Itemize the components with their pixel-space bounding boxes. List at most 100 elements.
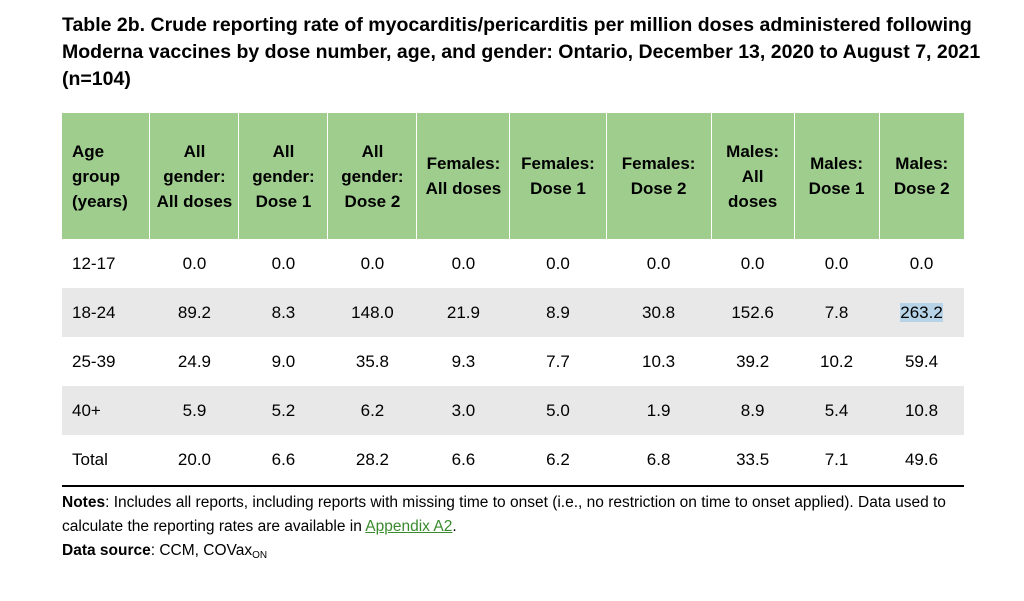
rate-cell: 0.0 <box>328 239 417 288</box>
cell-value: 10.2 <box>820 351 854 371</box>
age-group-cell: Total <box>62 435 150 484</box>
cell-value: 7.7 <box>546 351 570 371</box>
rate-cell: 39.2 <box>711 337 794 386</box>
age-group-cell: 40+ <box>62 386 150 435</box>
cell-value: 25-39 <box>72 351 116 371</box>
cell-value: 0.0 <box>824 253 849 273</box>
rate-cell: 0.0 <box>794 239 879 288</box>
rate-cell: 6.8 <box>606 435 711 484</box>
table-row: 18-24 89.2 8.3 148.0 21.9 8.9 30.8 152.6 7.8 263.… <box>62 288 964 337</box>
rate-cell: 5.9 <box>149 386 239 435</box>
cell-value: 8.3 <box>271 302 296 322</box>
age-group-cell: 18-24 <box>62 288 150 337</box>
cell-value: 35.8 <box>355 351 389 371</box>
cell-value: 59.4 <box>904 351 939 371</box>
cell-value: 40+ <box>72 400 101 420</box>
rate-cell: 28.2 <box>328 435 417 484</box>
rate-cell: 0.0 <box>417 239 510 288</box>
cell-value: 20.0 <box>177 449 211 469</box>
rate-cell: 35.8 <box>328 337 417 386</box>
cell-value: 0.0 <box>546 253 570 273</box>
rate-cell: 59.4 <box>879 337 964 386</box>
cell-value: 1.9 <box>646 400 671 420</box>
rate-cell: 5.4 <box>794 386 880 435</box>
rate-cell: 6.6 <box>417 435 510 484</box>
cell-value: 7.1 <box>824 449 849 469</box>
appendix-a2-link[interactable]: Appendix A2 <box>365 518 453 535</box>
cell-value: 33.5 <box>736 449 770 469</box>
cell-value: 24.9 <box>177 351 211 371</box>
table-title: Table 2b. Crude reporting rate of myocar… <box>62 14 981 90</box>
data-source-text: : CCM, COVax <box>150 542 253 559</box>
table-row: 25-39 24.9 9.0 35.8 9.3 7.7 10.3 39.2 10.2 59.4 <box>62 337 964 386</box>
rate-cell: 6.2 <box>327 386 417 435</box>
table-body: 12-17 0.0 0.0 0.0 0.0 0.0 0.0 0.0 0.0 0.0 18-24 89.… <box>62 239 964 484</box>
cell-value: 0.0 <box>909 253 934 273</box>
age-group-cell: 25-39 <box>62 337 150 386</box>
rate-cell: 1.9 <box>606 386 712 435</box>
cell-value: 0.0 <box>740 253 765 273</box>
notes-end: . <box>452 518 457 535</box>
cell-value: 18-24 <box>72 302 116 322</box>
rate-cell: 21.9 <box>416 288 510 337</box>
data-source-subscript: ON <box>252 550 268 561</box>
column-header: Females: All doses <box>416 113 510 239</box>
rate-cell: 8.9 <box>711 386 795 435</box>
data-source-line: Data source: CCM, COVaxON <box>62 539 962 568</box>
column-header: Age group (years) <box>62 113 150 239</box>
column-header: Females: Dose 2 <box>605 113 712 239</box>
cell-value: 6.8 <box>646 449 671 469</box>
cell-value: 0.0 <box>360 253 385 273</box>
rate-cell: 7.8 <box>794 288 880 337</box>
cell-value: 10.8 <box>904 400 939 420</box>
cell-value: 0.0 <box>646 253 671 273</box>
cell-value: 148.0 <box>351 302 394 322</box>
cell-value: 39.2 <box>736 351 770 371</box>
rate-cell: 9.0 <box>239 337 328 386</box>
rate-cell: 263.2 <box>879 288 964 337</box>
column-header: All gender: Dose 2 <box>327 113 417 239</box>
notes-text: : Includes all reports, including report… <box>62 494 946 535</box>
cell-value: 6.2 <box>360 400 385 420</box>
cell-value: 7.8 <box>824 302 849 322</box>
table-bottom-rule <box>62 485 964 487</box>
rate-cell: 7.1 <box>794 435 879 484</box>
notes-section: Notes: Includes all reports, including r… <box>62 491 962 568</box>
column-header: All gender: Dose 1 <box>238 113 328 239</box>
rate-cell: 152.6 <box>711 288 795 337</box>
rate-cell: 148.0 <box>327 288 417 337</box>
rate-cell: 10.2 <box>794 337 879 386</box>
cell-value: 0.0 <box>451 253 476 273</box>
cell-value: 0.0 <box>182 253 207 273</box>
data-source-label: Data source <box>62 542 151 559</box>
notes-paragraph: Notes: Includes all reports, including r… <box>62 491 962 539</box>
cell-value: 3.0 <box>451 400 476 420</box>
table-row: 40+ 5.9 5.2 6.2 3.0 5.0 1.9 8.9 5.4 10.8 <box>62 386 964 435</box>
rates-table: Age group (years) All gender: All doses Al… <box>62 113 964 484</box>
age-group-cell: 12-17 <box>62 239 150 288</box>
cell-value: 5.0 <box>546 400 570 420</box>
cell-value: 8.9 <box>546 302 570 322</box>
rate-cell: 5.2 <box>238 386 328 435</box>
cell-value: 30.8 <box>642 302 676 322</box>
rate-cell: 8.9 <box>509 288 607 337</box>
table-row: 12-17 0.0 0.0 0.0 0.0 0.0 0.0 0.0 0.0 0.0 <box>62 239 964 288</box>
column-header: Males: All doses <box>710 113 795 239</box>
cell-value: 9.0 <box>271 351 296 371</box>
column-header: Males: Dose 2 <box>878 113 964 239</box>
rate-cell: 0.0 <box>606 239 711 288</box>
cell-value: 12-17 <box>72 253 116 273</box>
cell-value: 8.9 <box>740 400 765 420</box>
rate-cell: 5.0 <box>509 386 607 435</box>
cell-value: 6.6 <box>451 449 476 469</box>
rate-cell: 10.3 <box>606 337 711 386</box>
rate-cell: 6.6 <box>239 435 328 484</box>
rate-cell: 8.3 <box>238 288 328 337</box>
cell-value: 5.4 <box>824 400 849 420</box>
rate-cell: 0.0 <box>150 239 239 288</box>
cell-value: 28.2 <box>355 449 389 469</box>
cell-value: 5.2 <box>271 400 296 420</box>
rate-cell: 33.5 <box>711 435 794 484</box>
rate-cell: 6.2 <box>510 435 606 484</box>
rate-cell: 30.8 <box>606 288 712 337</box>
